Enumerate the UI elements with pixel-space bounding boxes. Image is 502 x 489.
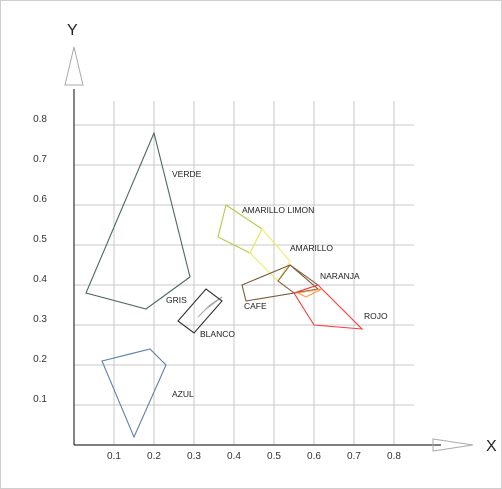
region-label-rojo: ROJO bbox=[364, 311, 388, 321]
region-label-verde: VERDE bbox=[172, 169, 202, 179]
region-naranja-edge bbox=[296, 288, 323, 298]
y-tick-label: 0.8 bbox=[33, 114, 47, 125]
x-tick-label: 0.7 bbox=[347, 451, 361, 462]
axes: XY bbox=[64, 22, 497, 455]
x-tick-label: 0.3 bbox=[187, 451, 201, 462]
y-tick-label: 0.4 bbox=[33, 274, 47, 285]
x-tick-label: 0.6 bbox=[307, 451, 321, 462]
y-axis-arrow-icon bbox=[64, 46, 84, 86]
region-label-naranja: NARANJA bbox=[320, 271, 360, 281]
x-tick-label: 0.8 bbox=[387, 451, 401, 462]
region-label-cafe: CAFE bbox=[244, 301, 267, 311]
y-tick-label: 0.6 bbox=[33, 194, 47, 205]
tick-labels: 0.1 0.2 0.3 0.4 0.5 0.6 0.7 0.8 0.1 0.2 0.3 0.4 0.5 0… bbox=[33, 114, 401, 462]
y-tick-label: 0.7 bbox=[33, 154, 47, 165]
y-tick-label: 0.5 bbox=[33, 234, 47, 245]
y-tick-label: 0.2 bbox=[33, 354, 47, 365]
region-gris bbox=[197, 296, 223, 318]
x-tick-label: 0.1 bbox=[107, 451, 121, 462]
region-verde bbox=[85, 131, 191, 310]
y-axis-label: Y bbox=[67, 22, 78, 39]
region-blanco bbox=[177, 288, 223, 334]
region-cafe bbox=[241, 264, 320, 302]
x-tick-label: 0.2 bbox=[147, 451, 161, 462]
region-label-amarillo: AMARILLO bbox=[290, 243, 333, 253]
region-azul bbox=[101, 348, 167, 439]
region-rojo bbox=[293, 284, 364, 330]
x-axis-arrow-icon bbox=[432, 438, 474, 452]
grid bbox=[74, 101, 414, 445]
region-label-gris: GRIS bbox=[166, 295, 187, 305]
x-axis-label: X bbox=[486, 438, 497, 455]
y-tick-label: 0.1 bbox=[33, 394, 47, 405]
region-naranja bbox=[277, 264, 320, 294]
x-tick-label: 0.4 bbox=[227, 451, 241, 462]
region-label-blanco: BLANCO bbox=[200, 329, 235, 339]
region-label-azul: AZUL bbox=[172, 389, 194, 399]
color-regions bbox=[85, 131, 364, 439]
x-tick-label: 0.5 bbox=[267, 451, 281, 462]
y-tick-label: 0.3 bbox=[33, 314, 47, 325]
region-labels: VERDE AZUL GRIS BLANCO AMARILLO LIMON AMARILL… bbox=[166, 169, 388, 399]
region-label-amarillo-limon: AMARILLO LIMON bbox=[242, 205, 314, 215]
